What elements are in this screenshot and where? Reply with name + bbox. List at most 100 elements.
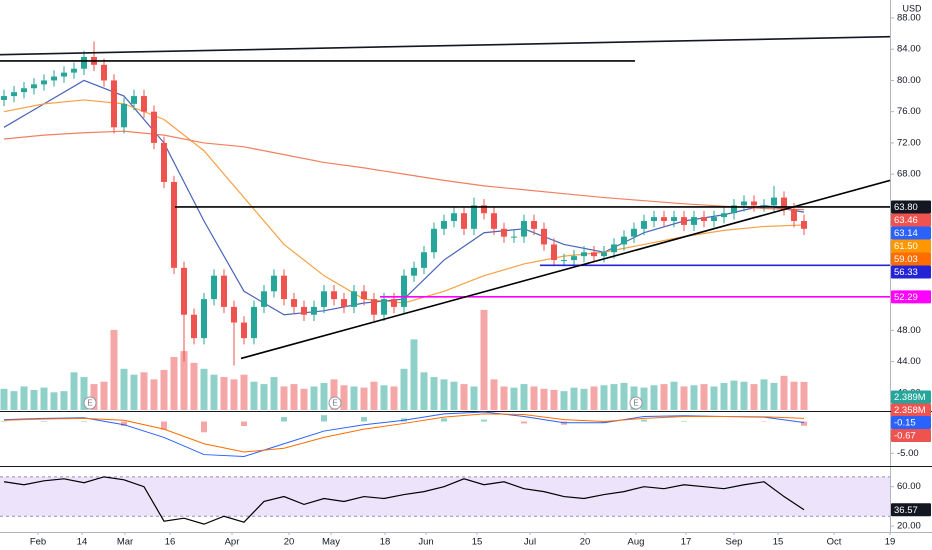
candle-body bbox=[351, 291, 357, 307]
price-badge bbox=[891, 290, 931, 304]
candle-body bbox=[751, 201, 757, 206]
y-tick-label: 60.00 bbox=[897, 481, 921, 492]
volume-bar bbox=[740, 381, 748, 410]
volume-bar bbox=[770, 382, 778, 410]
price-badge-label: -0.15 bbox=[894, 417, 916, 428]
x-tick-label: 14 bbox=[77, 537, 88, 548]
macd-histogram-bar bbox=[321, 415, 327, 422]
price-badge bbox=[891, 252, 931, 266]
y-tick-label: 76.00 bbox=[897, 106, 921, 117]
candle-body bbox=[391, 299, 397, 307]
volume-bar bbox=[230, 379, 238, 410]
volume-bar bbox=[340, 385, 348, 410]
price-badge-label: 61.50 bbox=[894, 241, 918, 252]
candle-body bbox=[721, 213, 727, 218]
candle-body bbox=[421, 252, 427, 268]
x-tick-label: Aug bbox=[628, 537, 645, 548]
candle-body bbox=[161, 142, 167, 182]
candle-body bbox=[241, 322, 247, 339]
volume-bar bbox=[40, 387, 48, 410]
volume-bar bbox=[610, 384, 618, 410]
rsi-line bbox=[3, 476, 805, 525]
volume-bar bbox=[800, 381, 808, 410]
volume-bar bbox=[130, 374, 138, 410]
earnings-label: E bbox=[332, 399, 337, 408]
candle-body bbox=[111, 80, 117, 128]
candle-body bbox=[461, 213, 467, 229]
volume-bar bbox=[60, 391, 68, 410]
candle-body bbox=[641, 221, 647, 229]
candle-body bbox=[431, 228, 437, 253]
candle-body bbox=[651, 217, 657, 222]
price-badge bbox=[891, 226, 931, 240]
candle-body bbox=[711, 217, 717, 222]
price-badge bbox=[891, 213, 931, 227]
volume-bar bbox=[120, 368, 128, 410]
macd-histogram-bar bbox=[81, 420, 87, 422]
price-badge bbox=[891, 265, 931, 279]
volume-bar bbox=[510, 387, 518, 410]
candle-body bbox=[181, 267, 187, 315]
y-tick-label: 68.00 bbox=[897, 169, 921, 180]
candle-body bbox=[101, 64, 107, 81]
candle-body bbox=[131, 96, 137, 104]
volume-bar bbox=[70, 372, 78, 410]
candle-body bbox=[221, 275, 227, 307]
candle-body bbox=[371, 299, 377, 315]
candle-body bbox=[381, 299, 387, 315]
x-tick-label: 19 bbox=[885, 537, 896, 548]
moving-average bbox=[3, 130, 805, 211]
candle-body bbox=[781, 197, 787, 210]
price-badge bbox=[891, 503, 931, 517]
volume-bar bbox=[450, 381, 458, 410]
candle-body bbox=[321, 291, 327, 307]
volume-bar bbox=[410, 339, 418, 410]
macd-histogram-bar bbox=[1, 420, 7, 422]
volume-bar bbox=[370, 381, 378, 410]
macd-histogram-bar bbox=[201, 421, 207, 433]
volume-bar bbox=[20, 386, 28, 410]
macd-histogram-bar bbox=[521, 421, 527, 424]
earnings-marker bbox=[328, 396, 342, 410]
candle-body bbox=[61, 72, 67, 77]
rsi-band bbox=[0, 476, 890, 517]
volume-bar bbox=[270, 377, 278, 410]
candle-body bbox=[451, 213, 457, 222]
volume-bar bbox=[320, 382, 328, 410]
macd-histogram-bar bbox=[681, 420, 687, 422]
y-tick-label: -5.00 bbox=[897, 448, 919, 459]
candle-body bbox=[401, 275, 407, 307]
candle-body bbox=[671, 217, 677, 222]
volume-bar bbox=[580, 388, 588, 410]
candle-body bbox=[81, 57, 87, 69]
volume-bar bbox=[750, 384, 758, 410]
volume-bar bbox=[110, 329, 118, 410]
volume-bar bbox=[140, 372, 148, 410]
candle-body bbox=[31, 84, 37, 89]
x-tick-label: Feb bbox=[30, 537, 46, 548]
drawn-line bbox=[0, 35, 891, 56]
candle-body bbox=[41, 80, 47, 85]
y-tick-label: 48.00 bbox=[897, 325, 921, 336]
volume-bar bbox=[280, 386, 288, 410]
volume-bar bbox=[690, 385, 698, 410]
price-badge-label: 56.33 bbox=[894, 267, 918, 278]
candle-body bbox=[201, 299, 207, 339]
candle-body bbox=[21, 88, 27, 93]
volume-bar bbox=[100, 381, 108, 410]
candle-body bbox=[51, 76, 57, 81]
candle-body bbox=[171, 181, 177, 268]
candle-body bbox=[481, 205, 487, 214]
candle-body bbox=[801, 221, 807, 229]
volume-bar bbox=[380, 385, 388, 410]
candle-body bbox=[11, 92, 17, 97]
candle-body bbox=[551, 244, 557, 261]
volume-bar bbox=[670, 381, 678, 410]
currency-label: USD bbox=[902, 3, 922, 13]
volume-bar bbox=[200, 368, 208, 410]
volume-bar bbox=[530, 386, 538, 410]
y-tick-label: 80.00 bbox=[897, 75, 921, 86]
price-badge-label: 59.03 bbox=[894, 254, 918, 265]
x-tick-label: 17 bbox=[681, 537, 692, 548]
